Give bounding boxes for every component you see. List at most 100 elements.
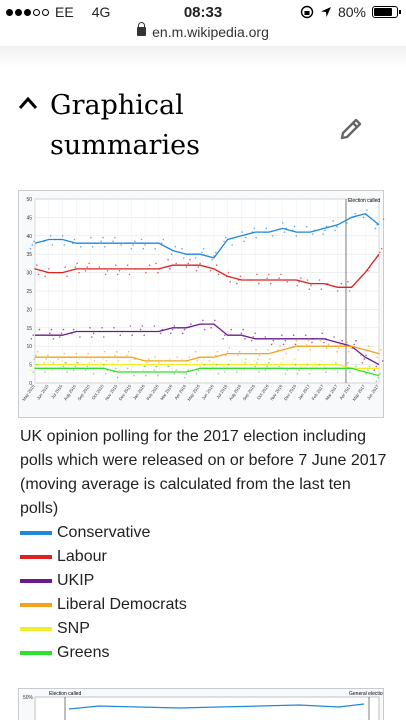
y-tick-label: 25 (26, 289, 32, 295)
poll-point (133, 374, 135, 377)
poll-point (98, 266, 101, 268)
poll-point (213, 362, 215, 364)
poll-point (189, 362, 191, 364)
poll-point (348, 371, 351, 373)
poll-point (197, 369, 200, 371)
poll-point (115, 367, 117, 370)
figure-caption: UK opinion polling for the 2017 election… (20, 428, 387, 517)
poll-point (203, 328, 206, 331)
poll-point (188, 356, 190, 358)
chart-legend: Conservative Labour UKIP Liberal Democrats S… (20, 521, 390, 665)
poll-point (224, 334, 226, 336)
series-line (35, 323, 380, 366)
poll-point (321, 332, 324, 335)
polling-chart[interactable]: 0 5 10 15 20 25 30 35 40 45 50 May 2015 Jun 2015 Jul … (18, 190, 385, 418)
poll-point (353, 343, 356, 346)
poll-point (210, 327, 212, 329)
poll-point (334, 229, 336, 232)
poll-point (29, 247, 32, 250)
carrier-label: EE (55, 4, 74, 20)
poll-point (187, 262, 189, 265)
poll-point (311, 341, 313, 344)
x-tick-label: Mar 2017 (324, 383, 339, 401)
poll-point (62, 365, 65, 368)
poll-point (359, 354, 362, 357)
poll-point (74, 266, 77, 268)
poll-point (48, 332, 51, 335)
series-conservative (29, 209, 385, 261)
poll-point (61, 360, 64, 362)
series-line (34, 212, 380, 259)
poll-point (310, 284, 312, 287)
poll-point (284, 373, 287, 375)
poll-point (294, 343, 297, 346)
poll-point (183, 376, 186, 379)
section-heading[interactable]: Graphical summaries (18, 86, 388, 166)
poll-point (217, 373, 220, 375)
poll-point (87, 352, 89, 355)
poll-point (250, 339, 253, 342)
series-line (35, 367, 380, 377)
poll-point (270, 343, 273, 346)
battery-fill (374, 8, 392, 16)
poll-point (375, 365, 378, 368)
y-tick-label: 35 (26, 252, 32, 258)
second-chart[interactable]: 50% Election called General election (18, 688, 384, 720)
poll-point (154, 247, 156, 250)
poll-point (176, 356, 178, 358)
battery-icon (372, 6, 401, 18)
legend-swatch (20, 627, 52, 631)
poll-point (62, 328, 65, 331)
x-tick-label: Jan 2017 (297, 383, 311, 401)
poll-point (181, 247, 183, 250)
poll-point (227, 271, 230, 274)
pencil-edit-icon[interactable] (336, 114, 366, 144)
y-tick-label: 50 (26, 197, 32, 203)
address-bar[interactable]: en.m.wikipedia.org (0, 22, 406, 46)
poll-point (254, 365, 256, 368)
poll-point (236, 371, 238, 373)
poll-point (300, 277, 302, 279)
poll-point (222, 338, 224, 340)
poll-point (64, 362, 66, 364)
poll-point (244, 338, 246, 340)
poll-point (335, 362, 337, 364)
poll-point (37, 273, 40, 276)
poll-point (128, 360, 131, 362)
series-line (35, 363, 379, 369)
poll-point (375, 380, 378, 382)
poll-point (312, 365, 314, 368)
poll-point (183, 328, 186, 331)
poll-point (35, 354, 37, 357)
poll-point (61, 235, 64, 237)
election-called-annotation: Election called (348, 198, 380, 204)
poll-point (199, 262, 201, 265)
poll-point (320, 288, 323, 290)
poll-point (139, 328, 142, 331)
poll-point (59, 336, 61, 338)
poll-point (264, 336, 267, 338)
chevron-up-icon[interactable] (18, 96, 38, 110)
poll-point (209, 369, 212, 371)
poll-point (66, 275, 68, 278)
x-tick-label: Apr 2017 (338, 383, 352, 400)
poll-point (238, 350, 241, 353)
poll-point (173, 373, 176, 375)
poll-point (171, 328, 174, 331)
poll-point (325, 371, 327, 373)
poll-point (332, 360, 335, 362)
poll-point (91, 336, 93, 338)
x-tick-label: May 2016 (186, 383, 201, 401)
poll-point (268, 273, 270, 276)
series-line (35, 345, 380, 362)
poll-point (306, 279, 309, 281)
poll-point (306, 363, 309, 366)
poll-point (31, 365, 34, 368)
poll-point (258, 282, 260, 285)
poll-point (324, 229, 326, 232)
poll-point (377, 376, 379, 379)
poll-point (254, 332, 256, 335)
poll-point (90, 358, 92, 360)
poll-point (278, 277, 280, 279)
poll-point (292, 362, 294, 364)
